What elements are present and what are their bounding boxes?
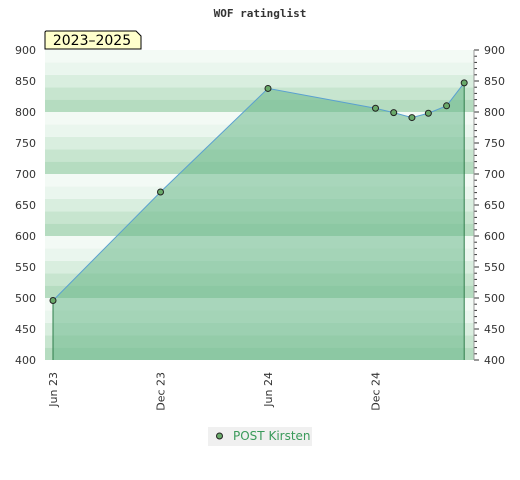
legend: POST Kirsten xyxy=(208,427,312,446)
y-tick-label-left: 700 xyxy=(15,168,36,181)
data-point xyxy=(460,79,468,87)
y-tick-label-left: 500 xyxy=(15,292,36,305)
y-tick-label-right: 600 xyxy=(484,230,505,243)
y-tick-label-right: 400 xyxy=(484,354,505,367)
data-point xyxy=(49,296,57,304)
data-point xyxy=(408,114,416,122)
y-tick-label-left: 600 xyxy=(15,230,36,243)
background-band xyxy=(45,87,474,100)
y-tick-label-right: 800 xyxy=(484,106,505,119)
y-tick-label-right: 750 xyxy=(484,137,505,150)
y-tick-label-left: 550 xyxy=(15,261,36,274)
y-tick-label-left: 850 xyxy=(15,75,36,88)
y-tick-label-left: 750 xyxy=(15,137,36,150)
data-point xyxy=(443,102,451,110)
background-band xyxy=(45,50,474,63)
period-badge: 2023–2025 xyxy=(44,30,142,50)
y-tick-label-left: 800 xyxy=(15,106,36,119)
x-tick-label: Dec 24 xyxy=(370,372,383,411)
y-tick-label-left: 450 xyxy=(15,323,36,336)
y-tick-label-right: 500 xyxy=(484,292,505,305)
x-tick-label: Jun 23 xyxy=(47,372,60,408)
data-markers xyxy=(49,79,468,304)
series-area xyxy=(53,82,465,361)
data-point xyxy=(424,109,432,117)
background-band xyxy=(45,62,474,75)
y-axis-right: 400 450 500 550 600 650 700 750 800 850 900 xyxy=(473,44,505,367)
x-tick-label: Dec 23 xyxy=(155,372,168,411)
y-tick-label-right: 450 xyxy=(484,323,505,336)
y-tick-label-left: 650 xyxy=(15,199,36,212)
badge-shape xyxy=(44,30,142,50)
x-axis: Jun 23 Dec 23 Jun 24 Dec 24 xyxy=(47,372,383,411)
data-point xyxy=(264,84,272,92)
y-tick-label-right: 900 xyxy=(484,44,505,57)
data-point xyxy=(157,188,164,196)
y-tick-label-left: 900 xyxy=(15,44,36,57)
legend-marker xyxy=(216,432,223,440)
background-band xyxy=(45,74,474,88)
data-point xyxy=(390,109,398,117)
legend-series-label: POST Kirsten xyxy=(233,429,311,443)
chart-title: WOF ratinglist xyxy=(214,7,307,20)
y-tick-label-right: 550 xyxy=(484,261,505,274)
data-point xyxy=(372,104,379,112)
y-tick-label-right: 700 xyxy=(484,168,505,181)
y-tick-label-left: 400 xyxy=(15,354,36,367)
y-tick-label-right: 650 xyxy=(484,199,505,212)
x-tick-label: Jun 24 xyxy=(262,372,275,408)
legend-box xyxy=(208,427,312,446)
badge-label: 2023–2025 xyxy=(53,33,131,49)
y-axis-left: 400 450 500 550 600 650 700 750 800 850 900 xyxy=(15,44,36,367)
y-tick-label-right: 850 xyxy=(484,75,505,88)
